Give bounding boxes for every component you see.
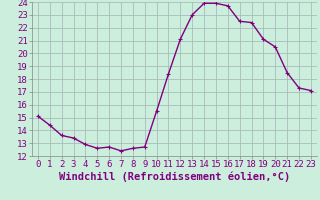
- X-axis label: Windchill (Refroidissement éolien,°C): Windchill (Refroidissement éolien,°C): [59, 172, 290, 182]
